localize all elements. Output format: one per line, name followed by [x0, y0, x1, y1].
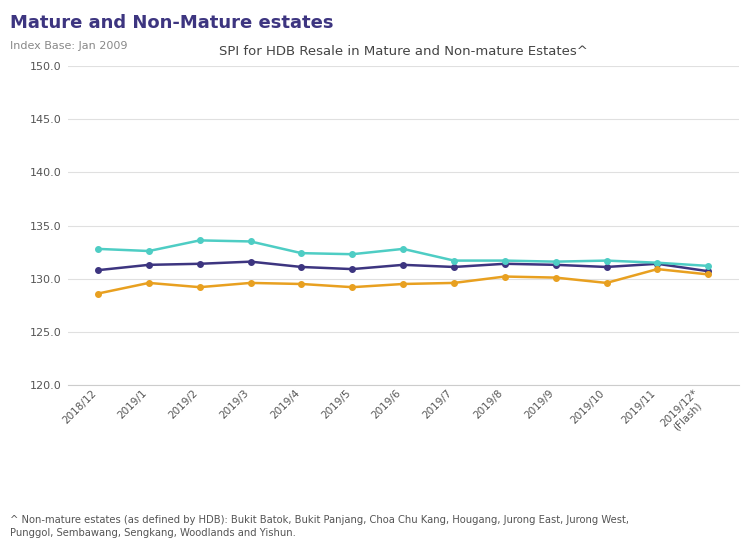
Mature Estates [653, 260, 662, 266]
Non-mature Estates [602, 279, 611, 286]
Line: Non-mature Estates: Non-mature Estates [95, 266, 711, 296]
Overall [449, 263, 458, 270]
Text: Index Base: Jan 2009: Index Base: Jan 2009 [10, 41, 128, 51]
Non-mature Estates [449, 279, 458, 286]
Line: Overall: Overall [95, 259, 711, 274]
Mature Estates [297, 250, 306, 256]
Non-mature Estates [399, 280, 408, 287]
Overall [653, 261, 662, 267]
Overall [144, 262, 153, 268]
Non-mature Estates [144, 279, 153, 286]
Line: Mature Estates: Mature Estates [95, 238, 711, 269]
Non-mature Estates [94, 290, 103, 297]
Non-mature Estates [551, 274, 560, 281]
Overall [348, 266, 357, 272]
Non-mature Estates [297, 280, 306, 287]
Overall [551, 262, 560, 268]
Title: SPI for HDB Resale in Mature and Non-mature Estates^: SPI for HDB Resale in Mature and Non-mat… [219, 45, 587, 58]
Text: ^ Non-mature estates (as defined by HDB): Bukit Batok, Bukit Panjang, Choa Chu K: ^ Non-mature estates (as defined by HDB)… [10, 515, 628, 538]
Mature Estates [195, 237, 204, 244]
Non-mature Estates [348, 284, 357, 290]
Mature Estates [500, 257, 509, 264]
Non-mature Estates [653, 266, 662, 272]
Overall [602, 263, 611, 270]
Non-mature Estates [195, 284, 204, 290]
Overall [704, 268, 712, 274]
Overall [297, 263, 306, 270]
Text: Mature and Non-Mature estates: Mature and Non-Mature estates [10, 14, 333, 32]
Mature Estates [348, 251, 357, 257]
Overall [195, 261, 204, 267]
Overall [399, 262, 408, 268]
Non-mature Estates [246, 279, 255, 286]
Mature Estates [399, 246, 408, 252]
Mature Estates [246, 238, 255, 245]
Mature Estates [94, 246, 103, 252]
Non-mature Estates [500, 273, 509, 280]
Mature Estates [602, 257, 611, 264]
Mature Estates [144, 248, 153, 254]
Mature Estates [551, 258, 560, 265]
Overall [500, 261, 509, 267]
Non-mature Estates [704, 271, 712, 278]
Mature Estates [704, 262, 712, 269]
Overall [94, 267, 103, 273]
Overall [246, 258, 255, 265]
Mature Estates [449, 257, 458, 264]
